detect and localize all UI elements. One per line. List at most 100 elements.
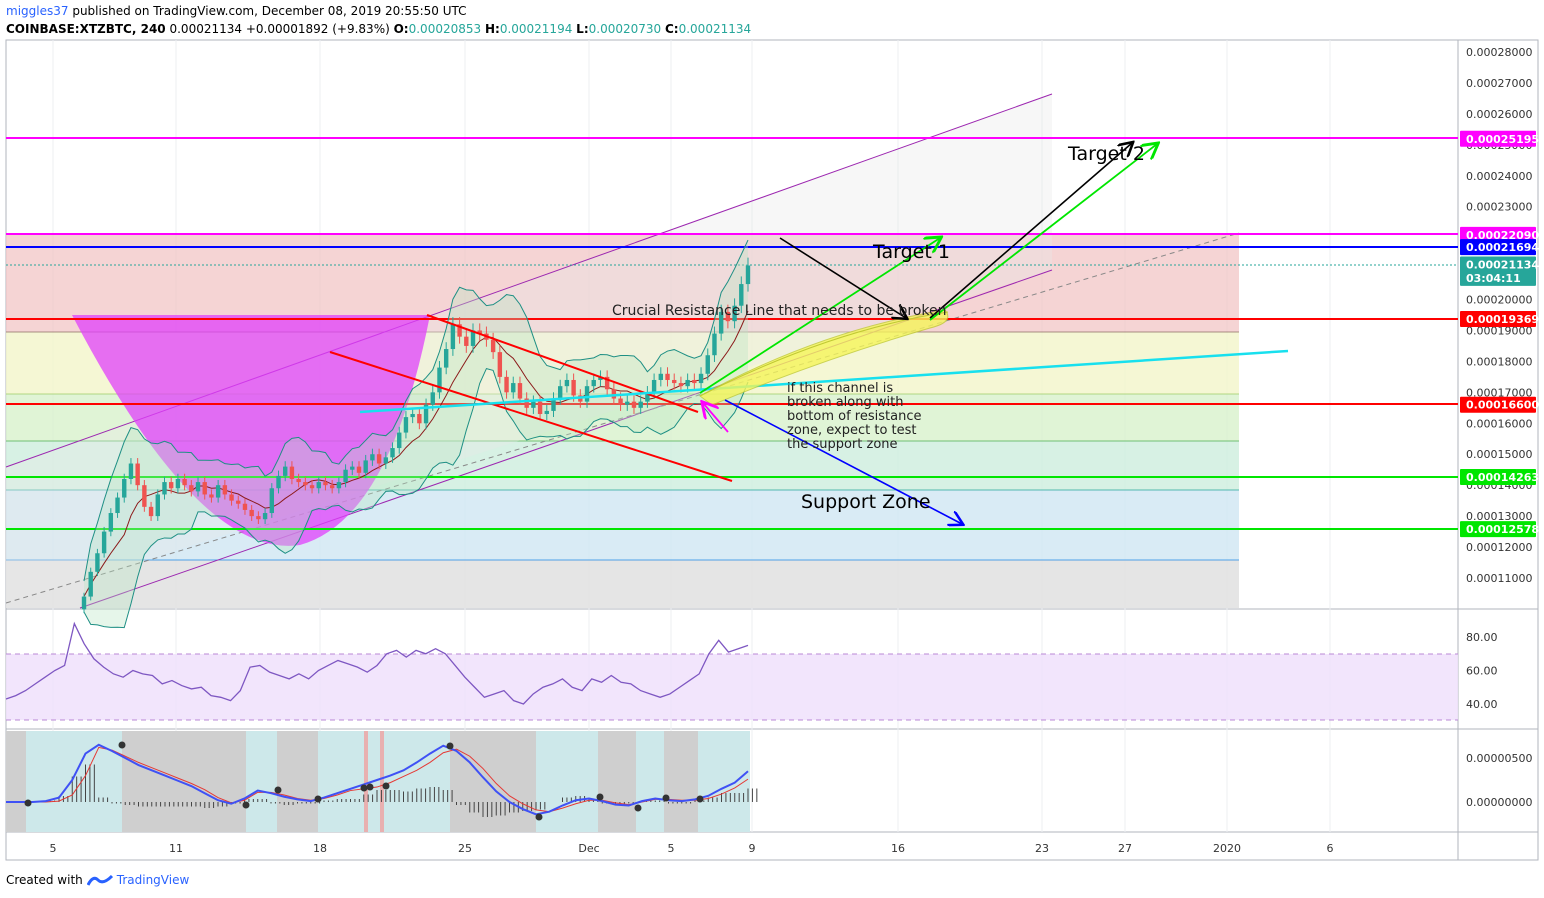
price-tick-label: 0.00018000 (1466, 355, 1532, 368)
candle (81, 592, 87, 614)
time-tick-label: 2020 (1213, 842, 1241, 855)
level-tag: 0.00025195 (1460, 130, 1539, 147)
channel-note[interactable]: if this channel is broken along with bot… (787, 381, 921, 452)
target2-label[interactable]: Target 2 (1067, 143, 1145, 165)
candle (477, 323, 482, 341)
arrow-breakout-point[interactable] (703, 403, 729, 433)
arrow-to-support[interactable] (724, 399, 962, 524)
svg-text:0.00022090: 0.00022090 (1466, 229, 1539, 242)
arrow-to-resistance[interactable] (779, 237, 906, 318)
level-tag: 0.00014263 (1460, 469, 1539, 486)
rsi-band-fill (6, 654, 1458, 720)
candle (215, 479, 221, 503)
high-label: H: (484, 22, 500, 36)
candle (329, 479, 335, 494)
candle (524, 392, 529, 414)
time-tick-label: 6 (1327, 842, 1334, 855)
close-label: C: (664, 22, 679, 36)
candle (122, 473, 127, 503)
price-axis[interactable] (1457, 39, 1539, 861)
candle (262, 508, 268, 525)
candle (631, 395, 637, 414)
candle (645, 386, 650, 408)
symbol-legend: COINBASE:XTZBTC, 240 0.00021134 +0.00001… (6, 22, 751, 36)
candle (544, 404, 549, 421)
time-tick-label: 5 (50, 842, 57, 855)
candle (718, 304, 724, 341)
candle (115, 492, 120, 518)
candle (128, 458, 134, 485)
candle (209, 489, 214, 503)
projection-zone[interactable] (699, 309, 949, 406)
candle (464, 329, 469, 353)
rsi-axis-labels: 80.00 60.00 40.00 (1466, 631, 1498, 711)
candle (249, 505, 254, 521)
cross-dot (596, 793, 604, 801)
candle (323, 476, 328, 491)
candle (390, 442, 395, 463)
target1-label[interactable]: Target 1 (872, 241, 950, 263)
candle (423, 398, 429, 430)
candle (276, 470, 281, 494)
falling-channel-lower[interactable] (329, 351, 733, 482)
candle (242, 498, 248, 515)
candle (397, 426, 402, 454)
created-with-text: Created with (6, 873, 83, 887)
svg-text:bottom of resistance: bottom of resistance (787, 409, 921, 424)
svg-text:if this channel is: if this channel is (787, 381, 893, 396)
candle (229, 489, 234, 506)
cross-dot (118, 741, 126, 749)
svg-text:0.00025195: 0.00025195 (1466, 133, 1539, 146)
candle (611, 382, 617, 405)
candle (283, 461, 288, 482)
open-value: 0.00020853 (408, 22, 482, 36)
candle (410, 407, 415, 424)
candle (598, 370, 603, 387)
svg-text:zone, expect to test: zone, expect to test (787, 423, 917, 438)
candle (316, 476, 321, 494)
candle (470, 323, 476, 353)
channel-mid-line[interactable] (5, 232, 1240, 604)
candle (101, 526, 107, 558)
crucial-resistance-label[interactable]: Crucial Resistance Line that needs to be… (612, 303, 947, 319)
arrow-to-target2-green[interactable] (929, 144, 1157, 321)
cyan-trendline[interactable] (359, 349, 1289, 414)
candle (604, 370, 610, 396)
time-axis-labels: 5 11 18 25 Dec 5 9 16 23 27 2020 6 (50, 842, 1334, 855)
candle (692, 373, 697, 390)
candlestick-series (81, 257, 751, 614)
candle (343, 464, 348, 488)
falling-channel-upper[interactable] (426, 314, 699, 413)
macd-background-zones (6, 731, 750, 832)
svg-text:0.00021694: 0.00021694 (1466, 241, 1539, 254)
rsi-line (5, 621, 749, 705)
tradingview-link[interactable]: TradingView (116, 873, 190, 887)
level-tag: 0.00012578 (1460, 521, 1539, 538)
time-tick-label: 16 (891, 842, 905, 855)
candle (584, 379, 590, 408)
svg-text:broken along with: broken along with (787, 395, 903, 410)
bollinger-fill (84, 240, 748, 628)
price-change: +0.00001892 (+9.83%) (245, 22, 390, 36)
level-tag: 03:04:11 (1460, 269, 1536, 286)
candle (437, 360, 442, 399)
arrow-to-target1[interactable] (699, 238, 940, 394)
support-zone-label[interactable]: Support Zone (801, 491, 931, 513)
candle (309, 479, 315, 494)
cross-dot (662, 794, 670, 802)
macd-signal-line (6, 746, 749, 813)
time-tick-label: 9 (749, 842, 756, 855)
candle (564, 373, 570, 393)
level-tag: 0.00019369 (1460, 311, 1539, 328)
rsi-tick-label: 80.00 (1466, 631, 1498, 644)
cross-dot (274, 786, 282, 794)
candle (256, 511, 261, 525)
author-link[interactable]: miggles37 (6, 4, 69, 18)
arrow-to-target2-black[interactable] (929, 143, 1132, 319)
cross-dot (535, 813, 543, 821)
symbol-name[interactable]: COINBASE:XTZBTC, 240 (6, 22, 166, 36)
candle (665, 367, 670, 387)
candle (303, 476, 308, 491)
